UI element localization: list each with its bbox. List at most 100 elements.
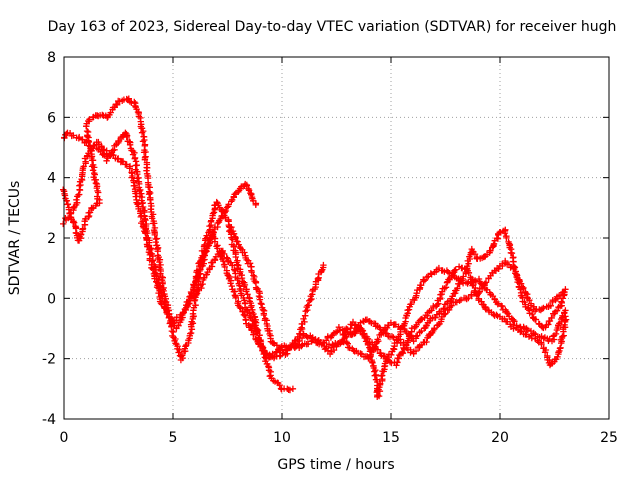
x-tick-label: 25 xyxy=(600,430,618,446)
data-point xyxy=(448,302,455,309)
data-point xyxy=(493,311,500,318)
data-point xyxy=(540,304,547,312)
data-point xyxy=(194,273,201,280)
data-point xyxy=(151,220,158,227)
series-trace-7 xyxy=(323,257,567,357)
data-point xyxy=(151,263,159,270)
data-point xyxy=(412,333,420,340)
data-point xyxy=(256,296,264,303)
data-point xyxy=(407,332,414,339)
data-point xyxy=(559,333,566,340)
data-point xyxy=(233,261,241,268)
data-point xyxy=(552,330,560,338)
data-point xyxy=(482,306,489,313)
x-tick-label: 10 xyxy=(273,430,291,446)
data-point xyxy=(495,265,502,272)
data-point xyxy=(234,238,241,245)
data-point xyxy=(407,349,414,356)
data-point xyxy=(465,269,473,276)
x-tick-label: 15 xyxy=(382,430,400,446)
data-point xyxy=(211,238,219,245)
data-point xyxy=(332,329,340,336)
data-point xyxy=(442,310,449,317)
data-point xyxy=(191,281,198,288)
data-point xyxy=(554,353,561,361)
data-point xyxy=(374,346,381,353)
data-point xyxy=(99,111,106,119)
data-point xyxy=(465,260,472,267)
data-point xyxy=(248,327,256,334)
data-point xyxy=(442,284,450,291)
data-point xyxy=(74,199,81,206)
data-point xyxy=(234,276,241,284)
data-point xyxy=(76,133,83,141)
data-point xyxy=(231,233,239,240)
data-point xyxy=(220,208,227,215)
y-tick-label: 0 xyxy=(47,291,56,307)
data-point xyxy=(77,231,85,238)
data-point xyxy=(301,318,308,326)
data-point xyxy=(129,151,137,158)
data-point xyxy=(86,209,94,216)
data-point xyxy=(201,241,208,248)
data-point xyxy=(125,95,132,102)
data-point xyxy=(408,300,415,308)
data-point xyxy=(510,265,517,272)
y-tick-label: 8 xyxy=(47,50,56,66)
data-point xyxy=(412,347,420,355)
data-point xyxy=(180,309,187,316)
y-tick-label: 4 xyxy=(47,171,56,187)
data-point xyxy=(94,193,101,200)
data-point xyxy=(269,339,277,346)
data-point xyxy=(246,260,254,267)
data-point xyxy=(221,263,228,271)
data-point xyxy=(151,231,158,239)
y-tick-label: -2 xyxy=(42,352,56,368)
data-point xyxy=(454,285,461,292)
data-point xyxy=(423,338,430,346)
data-point xyxy=(256,332,263,339)
data-point xyxy=(262,355,270,362)
data-point xyxy=(538,305,546,312)
data-point xyxy=(126,141,134,148)
data-point xyxy=(257,340,264,347)
data-point xyxy=(432,314,439,321)
data-point xyxy=(318,267,325,275)
data-point xyxy=(64,201,71,208)
data-point xyxy=(259,306,267,313)
data-point xyxy=(435,321,442,329)
data-point xyxy=(360,330,368,337)
x-tick-labels: 0 5 10 15 20 25 xyxy=(60,430,618,446)
data-point xyxy=(197,258,204,265)
data-point xyxy=(139,138,147,145)
data-point xyxy=(357,350,364,357)
data-point xyxy=(60,220,67,228)
data-point xyxy=(145,191,153,198)
data-point xyxy=(393,362,400,369)
data-point xyxy=(241,249,248,256)
data-point xyxy=(417,282,425,289)
x-tick-label: 20 xyxy=(491,430,509,446)
data-point xyxy=(433,301,441,309)
data-point xyxy=(153,235,160,242)
data-point xyxy=(209,210,217,217)
data-point xyxy=(228,224,235,231)
data-point xyxy=(487,247,494,254)
data-point xyxy=(235,188,242,195)
data-point xyxy=(107,152,114,159)
data-point xyxy=(76,182,83,189)
data-point xyxy=(93,180,101,188)
data-point xyxy=(558,298,565,305)
data-point xyxy=(305,340,312,348)
data-point xyxy=(236,303,243,311)
data-point xyxy=(188,318,195,325)
data-point xyxy=(240,311,248,318)
data-point xyxy=(223,254,230,261)
data-point xyxy=(227,280,234,287)
data-point xyxy=(230,230,238,237)
data-point xyxy=(562,307,569,314)
data-point xyxy=(113,101,121,108)
data-point xyxy=(397,339,404,347)
data-point xyxy=(388,333,396,340)
data-point xyxy=(482,279,490,286)
